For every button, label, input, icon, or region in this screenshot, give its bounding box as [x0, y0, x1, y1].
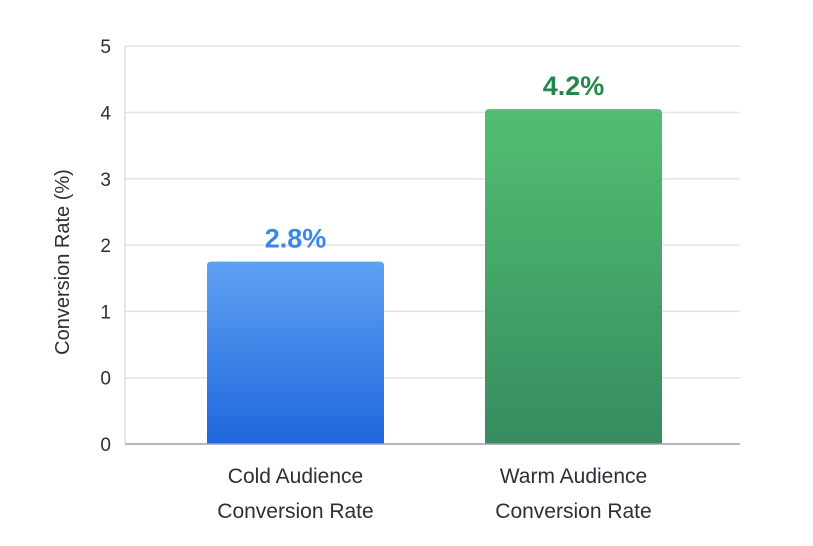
- x-axis-categories: Cold Audience Conversion Rate Warm Audienc…: [217, 465, 651, 523]
- y-tick-label: 2: [100, 236, 111, 257]
- bars: 2.8% 4.2%: [207, 71, 662, 444]
- bar-cold: [207, 261, 384, 444]
- y-tick-label: 1: [100, 302, 111, 323]
- data-label: 2.8%: [265, 224, 327, 254]
- y-axis-label: Conversion Rate (%): [52, 169, 74, 355]
- y-tick-label: 3: [100, 170, 111, 191]
- y-tick-label: 0: [100, 369, 111, 390]
- y-tick-label: 0: [100, 435, 111, 456]
- y-tick-label: 4: [100, 104, 111, 125]
- y-axis-ticks: 0 0 1 2 3 4 5: [100, 37, 111, 456]
- x-category-label: Conversion Rate: [495, 500, 651, 523]
- bar-warm: [485, 109, 662, 444]
- data-label: 4.2%: [543, 71, 605, 101]
- x-category-label: Warm Audience: [500, 465, 647, 488]
- y-tick-label: 5: [100, 37, 111, 58]
- x-category-label: Cold Audience: [228, 465, 363, 488]
- x-category-label: Conversion Rate: [217, 500, 373, 523]
